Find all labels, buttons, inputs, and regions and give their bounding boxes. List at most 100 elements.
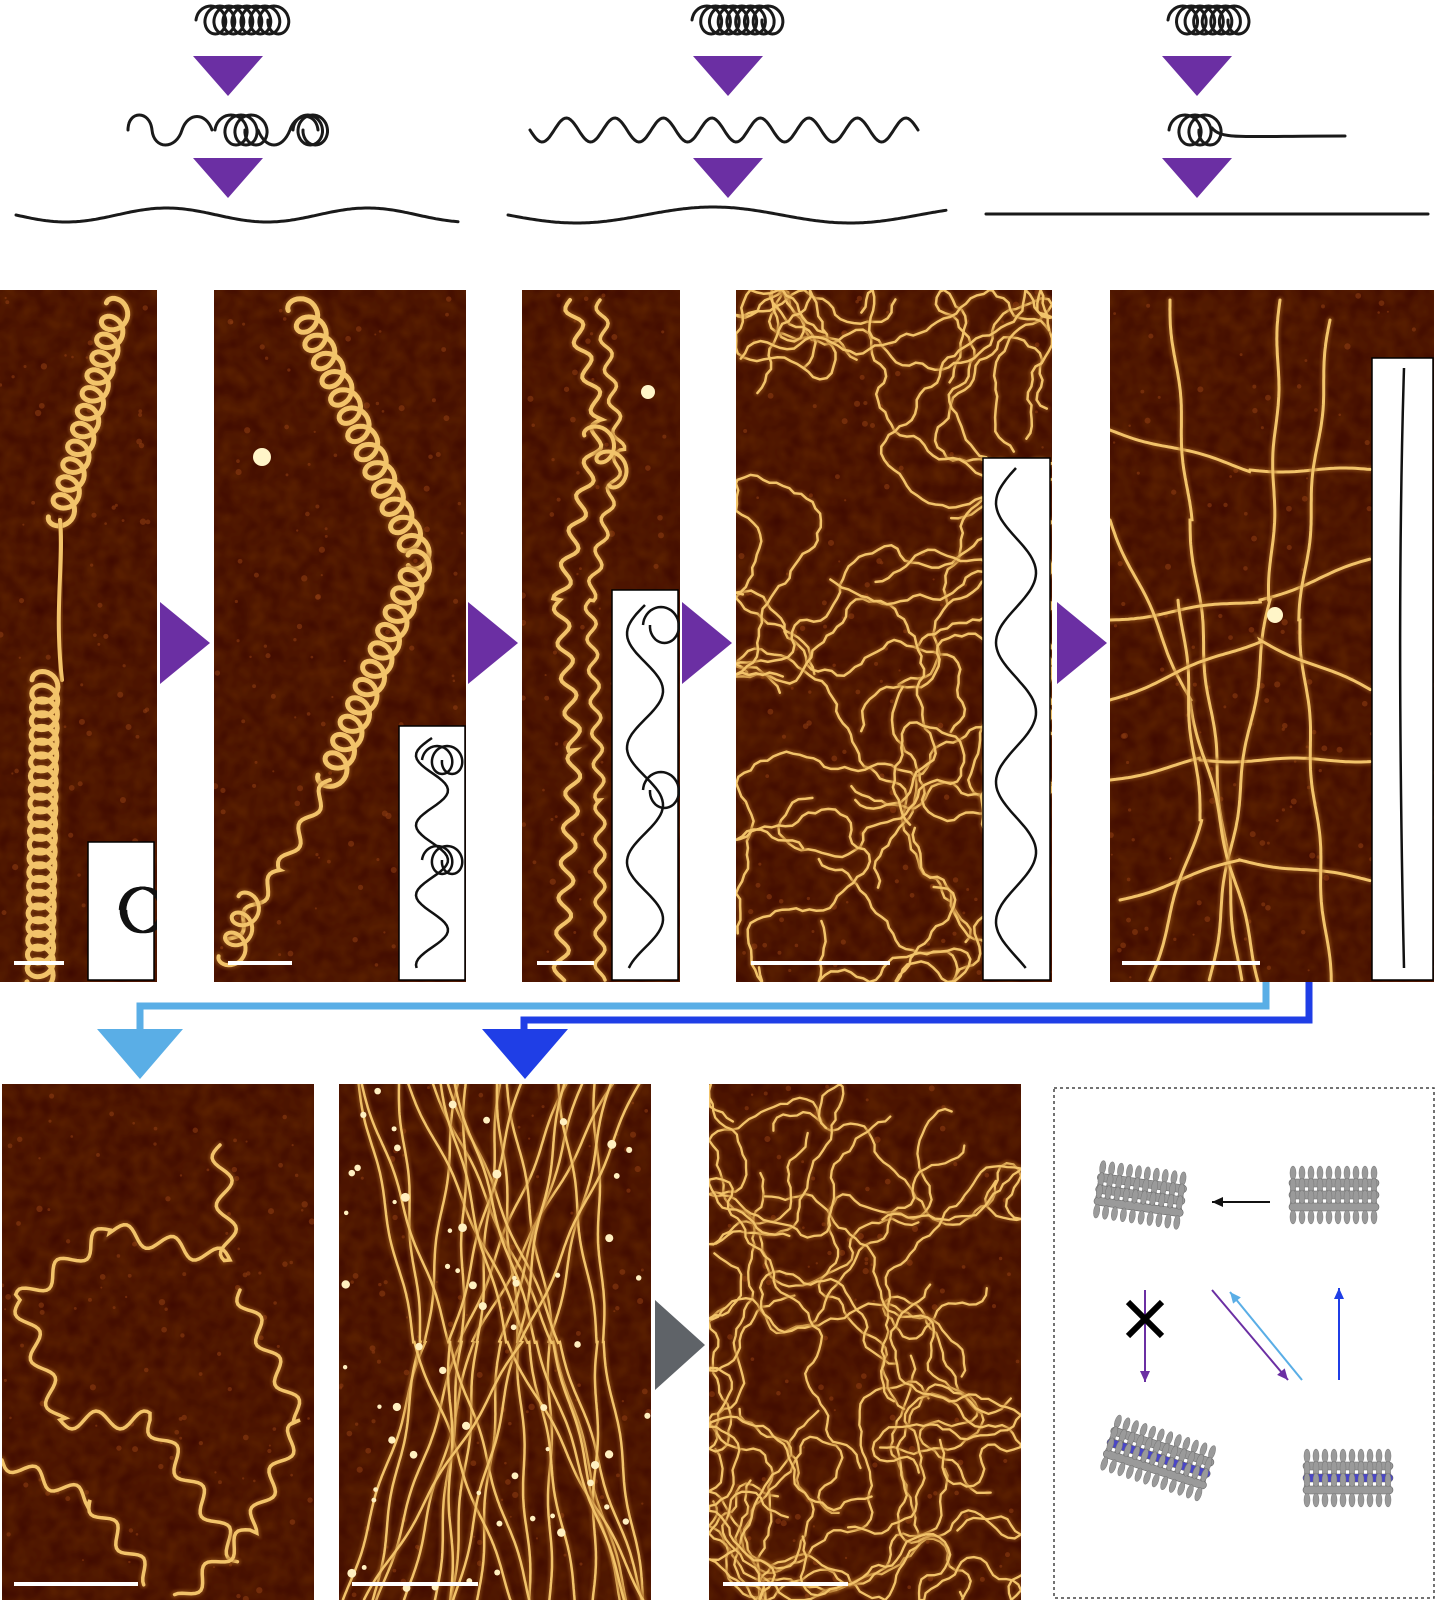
- schematic-2-wavy-fibril: [528, 116, 920, 144]
- model-arrow-diagonal-purple: [1211, 1289, 1289, 1381]
- afm-r2-2-fibril-10: [473, 1084, 586, 1600]
- afm-panel-r1-2: [214, 290, 466, 982]
- afm-r2-3-fibril-16: [844, 1390, 1021, 1537]
- afm-r1-4-fibril-15: [737, 290, 1052, 442]
- afm-r1-5-inset: [1371, 357, 1434, 981]
- afm-r2-3-fibril-12: [877, 1162, 1021, 1405]
- afm-r2-3-fibril-23: [797, 1531, 1021, 1600]
- afm-r2-3-fibril-22: [709, 1174, 864, 1472]
- connector-dark-blue-line: [520, 982, 1313, 1032]
- afm-panel-r1-3: [522, 290, 680, 982]
- afm-r2-3-fibril-2: [770, 1108, 1021, 1228]
- schematic-1-arrow-1: [193, 56, 263, 96]
- schematic-3-unwound-tail: [1210, 126, 1347, 139]
- afm-r1-4-inset: [982, 457, 1051, 981]
- afm-r2-2-fibril-21: [360, 1084, 643, 1600]
- afm-r2-3-fibril-18: [869, 1281, 1021, 1476]
- schematic-2-straight-fibril: [506, 205, 948, 225]
- afm-r1-4-fibril-10: [736, 290, 839, 397]
- schematic-1-tight-coil: [194, 4, 291, 36]
- afm-r1-2-inset: [398, 725, 466, 981]
- schematic-2-tight-coil: [690, 4, 785, 36]
- afm-r1-4-fibril-20: [736, 595, 940, 812]
- afm-r1-5-particle: [1267, 607, 1283, 623]
- afm-r1-5-fibril-6: [1116, 855, 1374, 904]
- schematic-1-mixed-right: [256, 115, 320, 147]
- model-straight-stack-right: [1288, 1165, 1380, 1225]
- afm-r2-2-fibril-20: [451, 1084, 628, 1600]
- afm-r1-3-wavy-fibril-2: [581, 296, 629, 982]
- schematic-1-mixed-coil-2: [291, 113, 329, 147]
- afm-r2-1-wavy-fibril-3: [2, 1456, 149, 1589]
- afm-r1-1-link: [54, 516, 66, 684]
- cross-icon: [1125, 1299, 1165, 1339]
- afm-panel-r2-2: [339, 1084, 651, 1600]
- afm-r1-4-fibril-9: [736, 290, 899, 371]
- afm-r2-2-fibril-16: [444, 1084, 525, 1600]
- afm-r2-3-fibril-20: [709, 1084, 894, 1241]
- afm-r2-1-wavy-fibril-2: [170, 1286, 304, 1599]
- afm-panel-r2-1-texture: [2, 1084, 314, 1600]
- schematic-1-arrow-2: [193, 158, 263, 198]
- afm-r1-1-coil-top: [43, 293, 133, 531]
- afm-r1-4-fibril-21: [815, 883, 974, 982]
- transition-arrow-gray: [655, 1300, 705, 1390]
- afm-r1-4-fibril-16: [877, 290, 1052, 511]
- connector-dark-blue-arrow: [482, 1029, 568, 1079]
- afm-r1-3-wavy-fibril-1: [548, 296, 614, 982]
- transition-arrow-4: [1057, 602, 1107, 684]
- transition-arrow-1: [160, 602, 210, 684]
- afm-r1-3-inset: [611, 589, 680, 981]
- afm-r1-5-fibril-3: [1110, 753, 1374, 784]
- schematic-1-mixed-left: [126, 113, 214, 147]
- connector-light-blue-arrow: [97, 1029, 183, 1079]
- afm-r1-5-fibril-7: [1295, 316, 1335, 982]
- schematic-3-tight-coil: [1166, 4, 1251, 36]
- afm-r2-3-fibril-6: [709, 1169, 767, 1455]
- afm-r1-5-fibril-9: [1110, 631, 1374, 704]
- afm-r1-4-fibril-14: [858, 290, 1052, 455]
- afm-r2-3-fibril-9: [709, 1142, 968, 1337]
- afm-panel-r2-3: [709, 1084, 1021, 1600]
- afm-r2-2-fibril-9: [369, 1084, 425, 1600]
- model-blue-core-stack: [1302, 1448, 1394, 1508]
- afm-r1-5-fibril-5: [1110, 516, 1262, 982]
- afm-panel-r1-5: [1110, 290, 1434, 982]
- afm-panel-r1-1: [0, 290, 157, 982]
- afm-r1-2-coil-end: [214, 888, 263, 970]
- afm-panel-r1-4: [736, 290, 1052, 982]
- model-box: [1053, 1087, 1435, 1599]
- afm-r2-1-wavy-fibril-1: [11, 1141, 242, 1566]
- afm-r1-4-fibril-25: [736, 805, 874, 982]
- model-arrow-right-to-left: [1212, 1197, 1270, 1207]
- model-straight-stack-left: [1093, 1160, 1187, 1230]
- schematic-2-arrow-2: [693, 158, 763, 198]
- pathway-schematics: [14, 4, 1430, 225]
- afm-panel-r2-1: [2, 1084, 314, 1600]
- schematic-1-straight-fibril: [14, 206, 460, 224]
- afm-r1-5-fibril-0: [1110, 426, 1374, 477]
- afm-panels: [0, 290, 1434, 1600]
- afm-r2-3-fibril-13: [761, 1190, 987, 1458]
- transition-arrow-3: [682, 602, 732, 684]
- schematic-3-partial-coil: [1167, 113, 1223, 147]
- afm-r1-1-coil-bottom: [22, 666, 63, 982]
- afm-r1-2-coil-upper: [283, 294, 434, 574]
- afm-r1-3-coil-knot: [579, 422, 631, 492]
- model-twisted-stack: [1100, 1414, 1216, 1502]
- afm-panel-r1-2-speckles: [214, 296, 466, 967]
- afm-r1-2-coil-middle: [313, 546, 435, 791]
- afm-r1-3-particle: [641, 385, 655, 399]
- afm-r1-1-inset: [87, 841, 157, 981]
- connector-light-blue-line: [136, 982, 1270, 1032]
- afm-r1-4-fibril-24: [775, 719, 968, 861]
- afm-r1-4-fibril-4: [765, 290, 992, 482]
- schematic-3-arrow-2: [1162, 158, 1232, 198]
- afm-r2-3-fibril-1: [709, 1352, 923, 1595]
- afm-r2-3-fibril-21: [709, 1413, 875, 1600]
- afm-r2-2-fibril-6: [339, 1084, 461, 1600]
- schematic-3-arrow-1: [1162, 56, 1232, 96]
- afm-r1-2-particle: [253, 448, 271, 466]
